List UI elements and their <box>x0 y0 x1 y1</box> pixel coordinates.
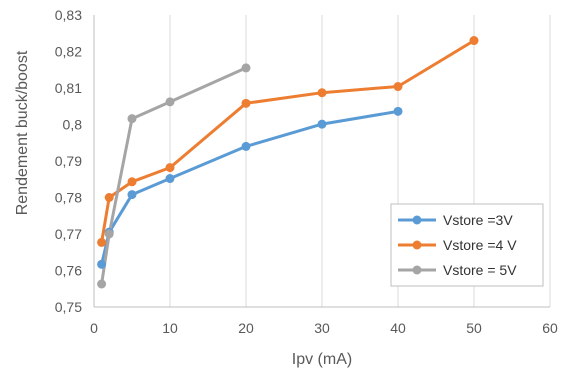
data-point <box>317 119 327 129</box>
x-tick-label: 10 <box>162 320 178 336</box>
legend: Vstore =3V Vstore =4 V Vstore = 5V <box>390 203 544 287</box>
data-point <box>469 36 479 46</box>
series-line <box>100 109 400 266</box>
x-tick-label: 30 <box>314 320 330 336</box>
x-tick-label: 60 <box>542 320 558 336</box>
y-tick-label: 0,81 <box>55 80 82 96</box>
axes: 0,75 0,76 0,77 0,78 0,79 0,8 0,81 0,82 0,83 0 10 20… <box>55 7 558 336</box>
data-point <box>127 114 137 124</box>
legend-label: Vstore =4 V <box>443 237 517 253</box>
y-tick-label: 0,83 <box>55 7 82 23</box>
y-tick-label: 0,78 <box>55 190 82 206</box>
data-point <box>241 63 251 73</box>
legend-label: Vstore =3V <box>443 212 513 228</box>
data-point <box>165 97 175 107</box>
legend-label: Vstore = 5V <box>443 262 517 278</box>
x-tick-label: 0 <box>90 320 98 336</box>
y-tick-label: 0,75 <box>55 299 82 315</box>
data-point <box>104 229 114 239</box>
y-tick-label: 0,77 <box>55 226 82 242</box>
data-point <box>165 174 175 184</box>
data-point <box>393 82 403 92</box>
series-line <box>100 39 476 244</box>
y-tick-label: 0,8 <box>63 117 83 133</box>
x-tick-label: 50 <box>466 320 482 336</box>
data-point <box>97 279 107 289</box>
plot-area <box>97 36 479 289</box>
legend-marker <box>412 240 422 250</box>
y-tick-label: 0,82 <box>55 44 82 60</box>
data-point <box>165 163 175 173</box>
data-point <box>97 259 107 269</box>
y-tick-label: 0,76 <box>55 263 82 279</box>
y-tick-label: 0,79 <box>55 153 82 169</box>
legend-marker <box>412 215 422 225</box>
x-tick-label: 40 <box>390 320 406 336</box>
data-point <box>127 190 137 200</box>
x-axis-title: Ipv (mA) <box>292 351 352 368</box>
y-axis-title: Rendement buck/boost <box>14 50 31 215</box>
x-tick-label: 20 <box>238 320 254 336</box>
data-point <box>317 88 327 98</box>
data-point <box>104 193 114 202</box>
data-point <box>127 177 137 187</box>
data-point <box>241 141 251 151</box>
data-point <box>241 98 251 108</box>
data-point <box>393 106 403 116</box>
legend-marker <box>412 265 422 275</box>
data-point <box>97 237 107 247</box>
